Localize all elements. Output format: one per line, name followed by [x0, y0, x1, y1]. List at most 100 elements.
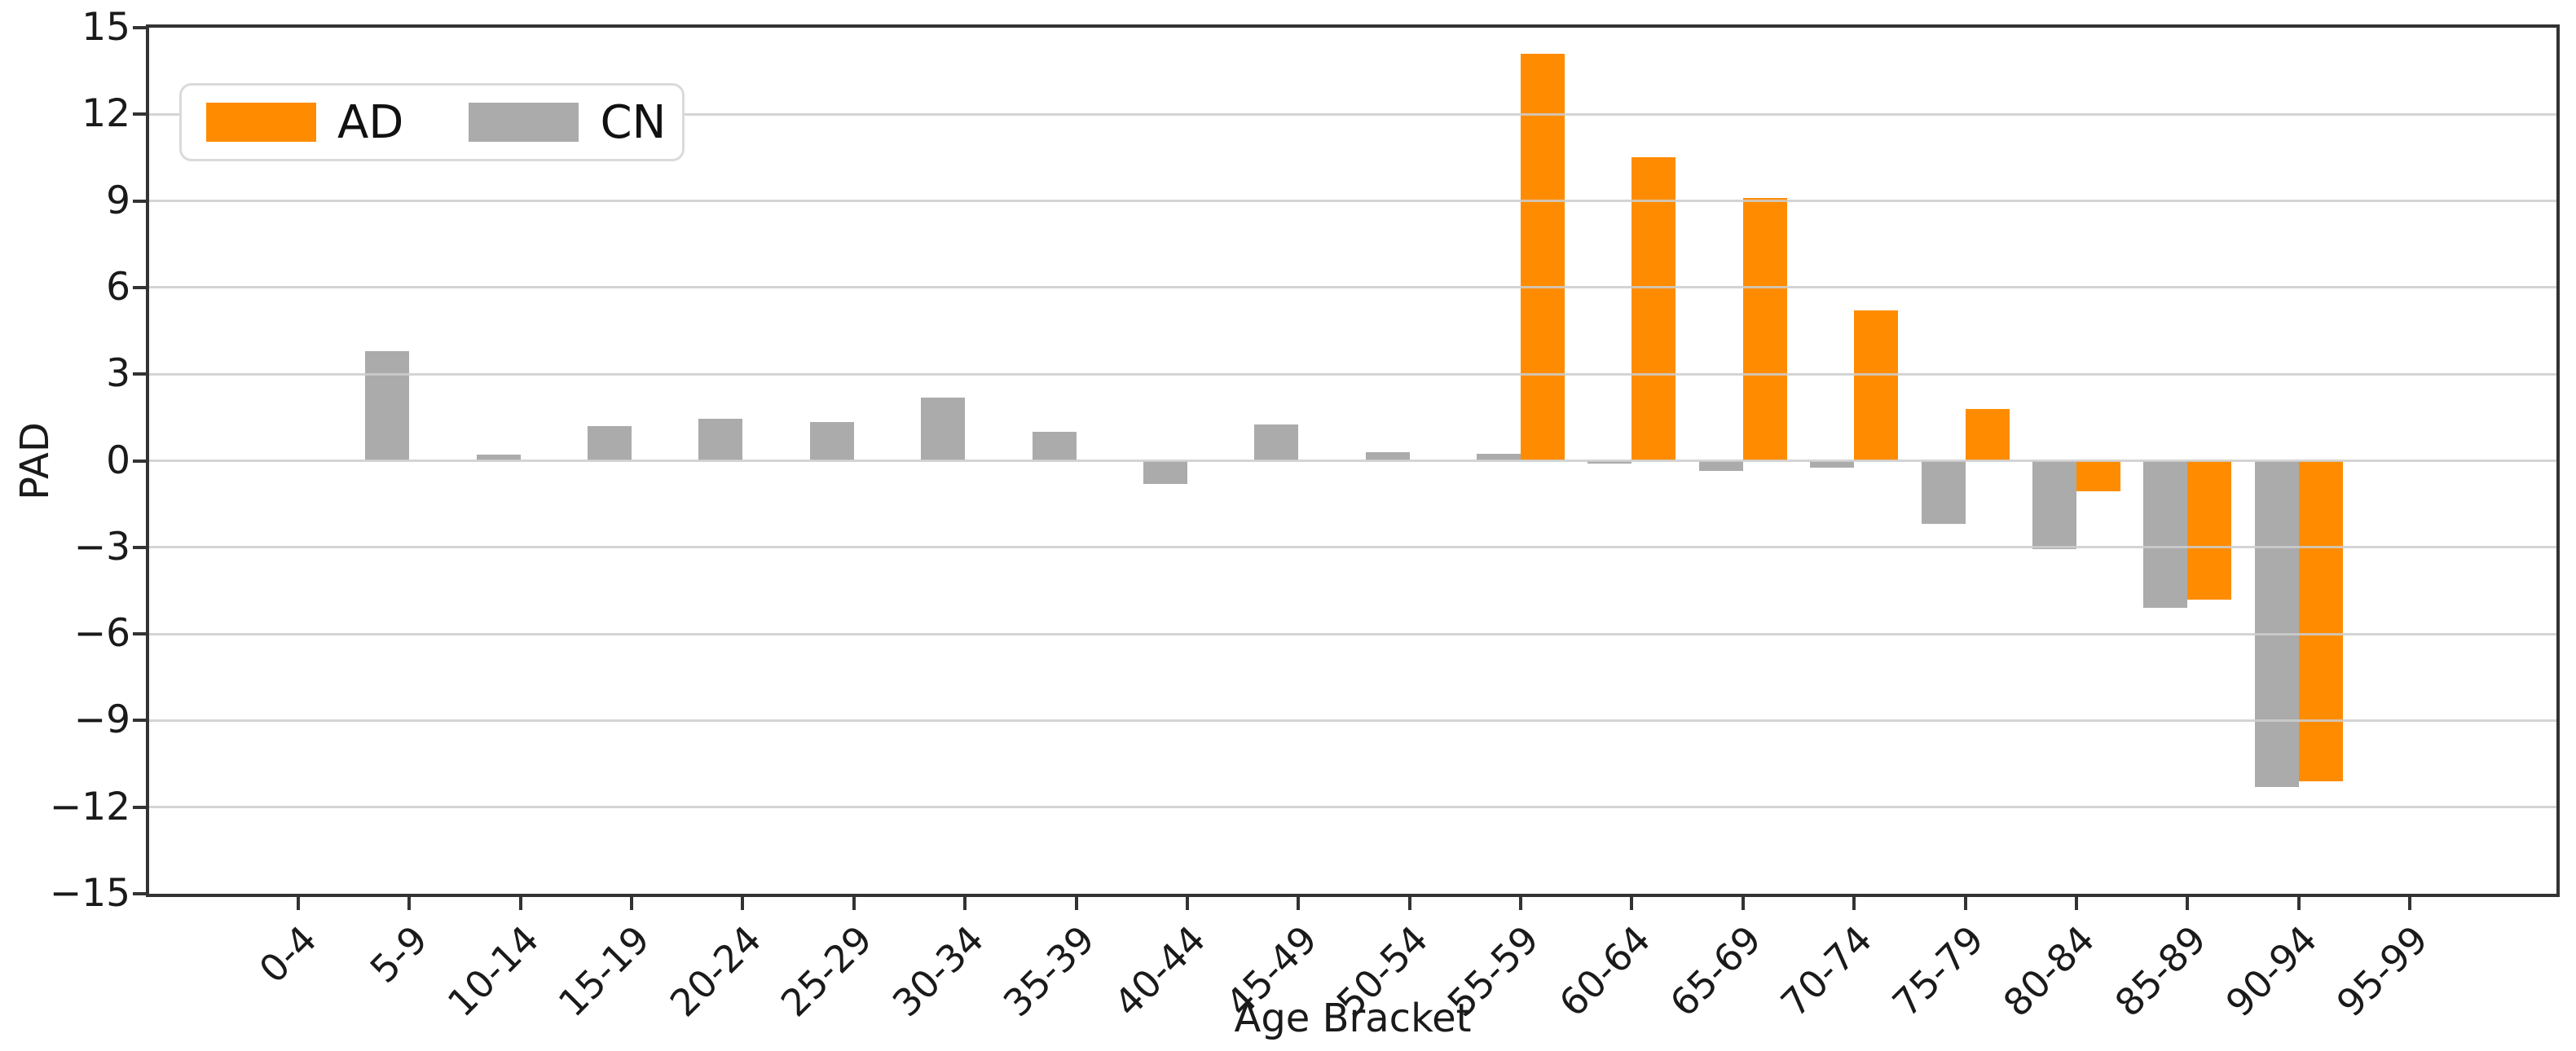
y-tick-label: −12: [49, 784, 130, 829]
gridline-y-9: [149, 200, 2556, 203]
gridline-y--9: [149, 719, 2556, 722]
x-tick-mark: [2186, 895, 2190, 910]
y-tick-label: 15: [81, 5, 130, 50]
gridline-y-3: [149, 372, 2556, 376]
bar-cn-5-9: [365, 350, 410, 461]
bar-cn-75-79: [1921, 460, 1966, 525]
x-tick-mark: [2408, 895, 2411, 910]
x-tick-mark: [297, 895, 300, 910]
x-tick-label: 85-89: [2106, 917, 2215, 1026]
bar-cn-60-64: [1587, 460, 1632, 464]
axis-spine-right: [2556, 24, 2560, 897]
bar-ad-70-74: [1854, 310, 1899, 461]
x-tick-mark: [2296, 895, 2301, 910]
legend-label-ad: AD: [337, 95, 404, 149]
bar-ad-90-94: [2298, 460, 2343, 781]
x-tick-label: 80-84: [1994, 917, 2103, 1026]
legend-swatch-cn-icon: [469, 103, 579, 142]
x-tick-mark: [407, 895, 412, 910]
x-axis-title: Age Bracket: [1234, 996, 1472, 1041]
bar-ad-75-79: [1965, 408, 2010, 461]
bar-cn-85-89: [2143, 460, 2188, 609]
x-tick-mark: [518, 895, 522, 910]
x-tick-label: 25-29: [772, 917, 881, 1026]
bar-ad-65-69: [1742, 198, 1787, 461]
x-tick-mark: [2074, 895, 2078, 910]
y-tick-mark: [133, 26, 149, 29]
x-tick-label: 35-39: [994, 917, 1103, 1026]
y-tick-mark: [133, 372, 149, 376]
bar-cn-45-49: [1254, 424, 1299, 461]
y-tick-label: 12: [81, 91, 130, 137]
x-tick-label: 10-14: [438, 917, 548, 1026]
axis-spine-bottom: [146, 894, 2560, 897]
legend: AD CN: [179, 83, 685, 161]
bar-ad-60-64: [1631, 157, 1676, 461]
y-tick-label: −6: [73, 611, 130, 657]
bar-cn-90-94: [2254, 460, 2299, 787]
x-tick-label: 60-64: [1550, 917, 1659, 1026]
bar-cn-80-84: [2032, 460, 2076, 549]
y-tick-label: −15: [49, 871, 130, 916]
gridline-y--12: [149, 806, 2556, 809]
y-tick-mark: [133, 285, 149, 289]
bar-cn-65-69: [1698, 460, 1743, 471]
x-tick-mark: [630, 895, 634, 910]
bar-cn-70-74: [1810, 460, 1855, 468]
x-tick-mark: [1185, 895, 1189, 910]
bar-cn-25-29: [809, 421, 854, 461]
x-tick-mark: [1519, 895, 1523, 910]
y-tick-label: 3: [106, 351, 130, 397]
x-tick-label: 20-24: [661, 917, 770, 1026]
x-tick-label: 70-74: [1772, 917, 1881, 1026]
x-tick-label: 65-69: [1661, 917, 1770, 1026]
y-tick-label: −3: [73, 524, 130, 569]
y-tick-mark: [133, 632, 149, 636]
y-tick-mark: [133, 199, 149, 203]
y-tick-mark: [133, 459, 149, 463]
gridline-y-12: [149, 112, 2556, 116]
x-tick-label: 90-94: [2217, 917, 2326, 1026]
x-tick-mark: [1741, 895, 1745, 910]
legend-label-cn: CN: [600, 95, 667, 149]
axis-spine-top: [146, 24, 2560, 28]
y-tick-label: 6: [106, 264, 130, 310]
gridline-y-6: [149, 286, 2556, 289]
x-tick-label: 15-19: [550, 917, 658, 1026]
x-tick-mark: [1630, 895, 1634, 910]
x-tick-mark: [1963, 895, 1967, 910]
bar-cn-50-54: [1365, 451, 1410, 461]
gridline-y-0: [149, 460, 2556, 462]
gridline-y--3: [149, 546, 2556, 549]
bar-cn-10-14: [476, 455, 521, 461]
x-tick-mark: [852, 895, 856, 910]
bar-cn-15-19: [588, 425, 632, 461]
gridline-y--6: [149, 632, 2556, 635]
x-tick-label: 30-34: [883, 917, 992, 1026]
x-tick-label: 75-79: [1883, 917, 1993, 1026]
bar-ad-80-84: [2076, 460, 2120, 491]
legend-swatch-ad-icon: [206, 103, 316, 142]
bar-cn-30-34: [921, 397, 966, 461]
x-tick-label: 5-9: [361, 917, 437, 992]
y-tick-label: 0: [106, 438, 130, 483]
bar-ad-55-59: [1521, 53, 1565, 461]
x-tick-mark: [741, 895, 745, 910]
bar-cn-20-24: [698, 419, 743, 461]
x-tick-mark: [963, 895, 967, 910]
x-tick-mark: [1852, 895, 1856, 910]
y-tick-mark: [133, 545, 149, 549]
y-tick-label: −9: [73, 697, 130, 743]
bar-cn-35-39: [1032, 432, 1077, 461]
x-tick-mark: [1074, 895, 1078, 910]
bar-cn-55-59: [1477, 453, 1521, 461]
y-tick-mark: [133, 112, 149, 117]
bar-cn-40-44: [1143, 460, 1187, 484]
bar-ad-85-89: [2187, 460, 2232, 600]
y-tick-label: 9: [106, 178, 130, 223]
x-tick-label: 95-99: [2328, 917, 2437, 1026]
x-tick-mark: [1407, 895, 1411, 910]
x-tick-label: 0-4: [250, 917, 325, 992]
y-tick-mark: [133, 892, 149, 895]
